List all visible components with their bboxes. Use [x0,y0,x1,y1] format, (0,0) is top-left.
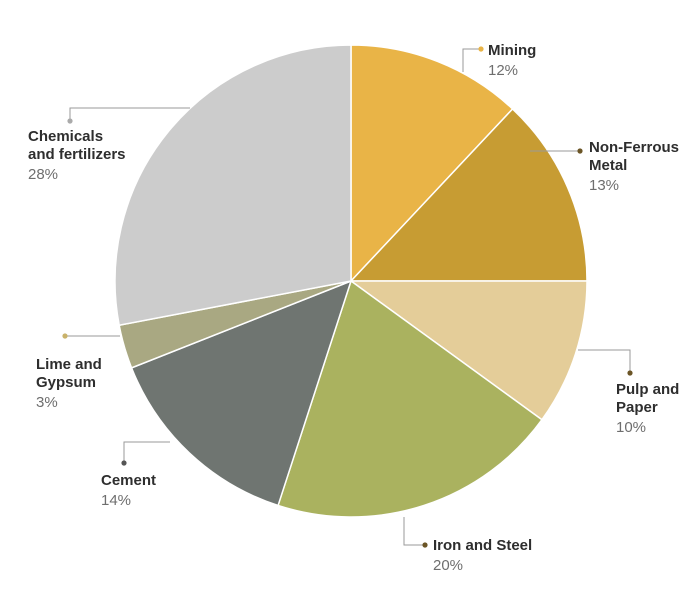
pie-slice-non-ferrous-metal [349,107,588,282]
callout-line-iron [403,517,425,546]
label-pulp-pct: 10% [616,419,647,436]
label-iron-and-steel: Iron and Steel 20% [433,537,532,575]
label-mining: Mining 12% [488,42,536,80]
label-non-ferrous-name-line1: Non-Ferrous [589,139,679,156]
pie-slice-cement [130,279,353,507]
label-cement: Cement 14% [101,472,156,510]
callout-line-chemicals [69,107,190,121]
label-non-ferrous-name-line2: Metal [589,157,628,174]
callout-line-mining [462,48,481,72]
label-lime-name-line1: Lime and [36,356,102,373]
label-mining-name: Mining [488,42,537,59]
label-mining-pct: 12% [488,62,519,79]
callout-dot-non-ferrous [577,148,583,154]
label-cement-name: Cement [101,472,157,489]
callout-dot-pulp [627,370,633,376]
label-lime-and-gypsum: Lime and Gypsum 3% [36,356,102,412]
label-pulp-name-line1: Pulp and [616,381,680,398]
label-lime-name-line2: Gypsum [36,374,97,391]
callout-line-pulp [578,349,631,373]
label-lime-pct: 3% [36,394,58,411]
callout-dot-mining [478,46,484,52]
callout-dot-cement [121,460,127,466]
callout-lines [62,46,633,548]
label-non-ferrous-pct: 13% [589,177,620,194]
callout-dot-iron [422,542,428,548]
label-chemicals-and-fertilizers: Chemicals and fertilizers 28% [28,128,126,184]
callout-dot-chemicals [67,118,73,124]
label-pulp-and-paper: Pulp and Paper 10% [616,381,679,437]
label-iron-name: Iron and Steel [433,537,533,554]
pie-slice-iron-and-steel [277,279,543,518]
label-chemicals-name-line1: Chemicals [28,128,104,145]
pie-slices [114,44,588,518]
label-cement-pct: 14% [101,492,132,509]
callout-line-cement [123,441,170,463]
label-chemicals-pct: 28% [28,166,59,183]
label-non-ferrous-metal: Non-Ferrous Metal 13% [589,139,679,195]
label-pulp-name-line2: Paper [616,399,658,416]
label-iron-pct: 20% [433,557,464,574]
callout-dot-lime [62,333,68,339]
label-chemicals-name-line2: and fertilizers [28,146,126,163]
pie-slice-chemicals-and-fertilizers [114,44,352,327]
pie-slice-mining [350,44,514,283]
pie-slice-pulp-and-paper [348,280,588,421]
